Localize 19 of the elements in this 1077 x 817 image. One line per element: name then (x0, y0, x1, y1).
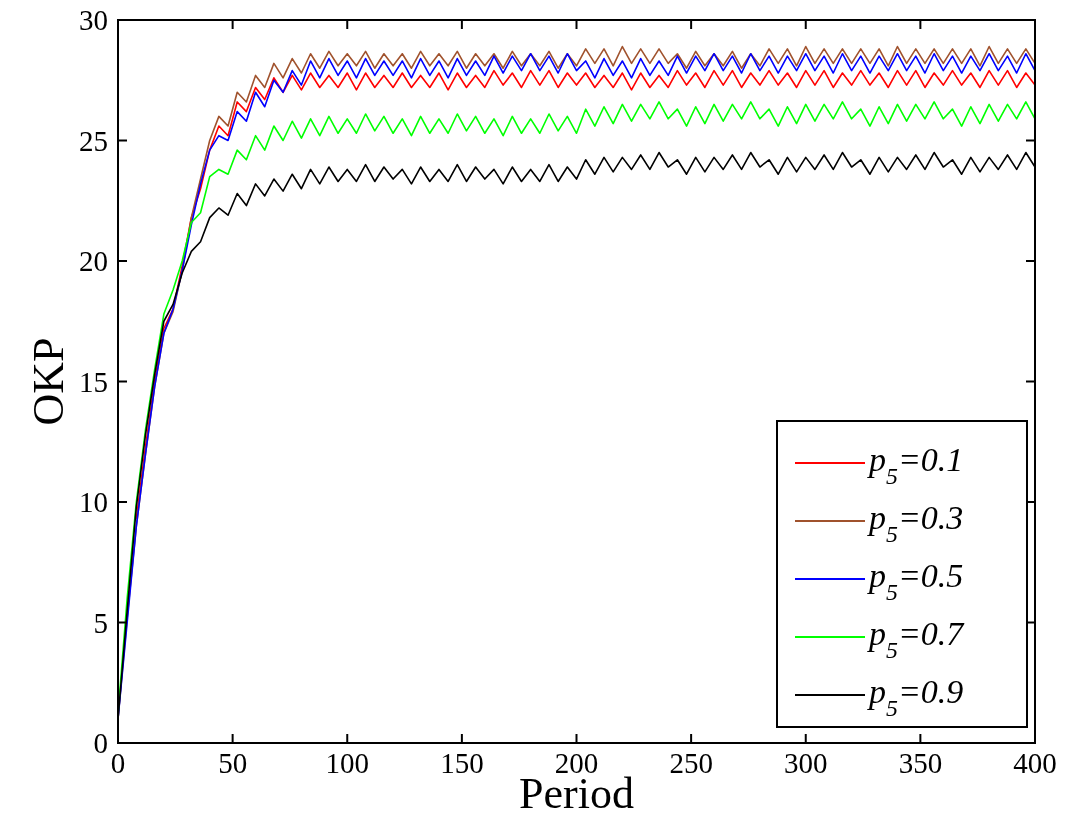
y-axis-title: OKP (24, 337, 73, 426)
x-tick-label: 400 (1013, 747, 1057, 779)
y-tick-label: 25 (79, 124, 108, 157)
legend-label: p$_{5}$=0.5 (867, 557, 964, 605)
x-tick-label: 300 (784, 747, 828, 779)
x-tick-label: 100 (325, 747, 369, 779)
legend-label: p$_{5}$=0.1 (867, 441, 964, 489)
x-tick-label: 350 (898, 747, 943, 779)
x-tick-label: 150 (440, 747, 484, 779)
y-tick-label: 15 (79, 365, 108, 398)
x-tick-label: 50 (218, 747, 248, 779)
legend-label: p$_{5}$=0.7 (867, 615, 966, 663)
legend-label: p$_{5}$=0.3 (867, 499, 964, 547)
y-tick-label: 5 (93, 606, 108, 639)
y-tick-label: 30 (79, 4, 108, 37)
legend-label: p$_{5}$=0.9 (867, 673, 964, 721)
x-tick-label: 250 (669, 747, 713, 779)
y-tick-label: 20 (79, 245, 108, 278)
y-tick-label: 10 (79, 486, 108, 519)
